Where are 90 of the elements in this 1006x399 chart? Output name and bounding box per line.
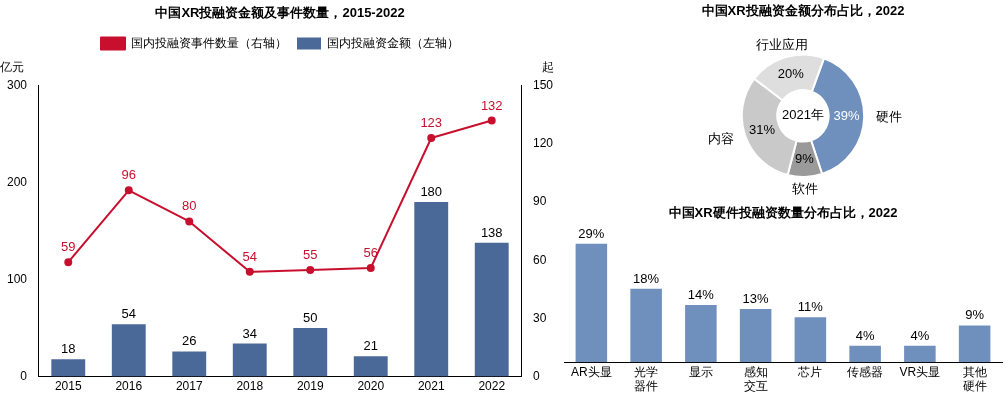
x-tick-label: VR头显	[899, 364, 941, 379]
data-label: 50	[303, 310, 318, 326]
data-label: 18%	[633, 270, 660, 286]
data-label: 20%	[777, 65, 805, 81]
data-label: 4%	[855, 327, 875, 343]
point	[366, 263, 375, 272]
y-axis-title: 亿元	[0, 59, 24, 74]
x-tick-label: 光学器件	[634, 364, 659, 394]
bar	[630, 288, 662, 363]
data-label: 39%	[833, 108, 860, 124]
slice-label: 内容	[707, 131, 734, 147]
text: 2021年	[782, 107, 824, 123]
point	[427, 133, 436, 142]
x-tick-label: 2019	[296, 379, 324, 394]
y-tick-label: 0	[20, 368, 28, 383]
x-tick-label: 2016	[115, 379, 143, 394]
x-tick-label: 2017	[175, 379, 203, 394]
y2-tick-label: 120	[532, 136, 554, 151]
point	[306, 265, 315, 274]
x-tick-label: 2021	[417, 379, 445, 394]
data-label: 59	[61, 239, 76, 255]
data-label: 9%	[965, 307, 985, 323]
data-label: 11%	[797, 299, 824, 315]
bar	[293, 328, 328, 377]
bar	[575, 243, 608, 363]
y2-tick-label: 60	[532, 252, 547, 267]
y2-axis-title: 起	[542, 59, 554, 74]
y2-tick-label: 150	[532, 77, 554, 92]
bar	[685, 304, 717, 363]
bar	[51, 359, 86, 377]
point	[185, 217, 194, 226]
x-tick-label: 传感器	[847, 364, 884, 379]
data-label: 29%	[578, 225, 605, 241]
slice-label: 软件	[792, 180, 819, 196]
point	[245, 267, 254, 276]
bar	[904, 345, 936, 363]
bar	[414, 202, 449, 377]
x-tick-label: 2022	[478, 379, 506, 394]
y-tick-label: 100	[6, 271, 28, 286]
data-label: 138	[480, 224, 503, 240]
legend-label: 国内投融资事件数量（右轴）	[131, 35, 287, 50]
data-label: 14%	[687, 287, 715, 303]
y2-tick-label: 90	[532, 194, 547, 209]
data-label: 21	[363, 338, 378, 354]
data-label: 26	[182, 333, 197, 349]
y2-tick-label: 30	[532, 310, 547, 325]
bar	[172, 351, 207, 377]
bar	[111, 324, 146, 377]
y2-tick-label: 0	[532, 368, 540, 383]
slice-label: 行业应用	[756, 37, 809, 53]
point	[64, 258, 73, 267]
data-label: 54	[121, 306, 136, 322]
data-label: 132	[480, 97, 503, 113]
x-tick-label: 其他硬件	[962, 364, 987, 394]
data-label: 80	[182, 198, 197, 214]
bar	[353, 356, 388, 377]
bar	[958, 325, 991, 363]
data-label: 180	[420, 184, 443, 200]
x-tick-label: 2018	[236, 379, 264, 394]
data-label: 18	[61, 341, 76, 357]
point	[124, 186, 133, 195]
data-label: 54	[242, 248, 257, 264]
data-label: 13%	[742, 291, 770, 307]
bar	[232, 343, 267, 377]
x-tick-label: 感知交互	[743, 364, 768, 394]
point	[487, 116, 496, 125]
y-tick-label: 300	[6, 77, 28, 92]
data-label: 31%	[748, 121, 776, 137]
bar	[849, 345, 881, 363]
data-label: 4%	[910, 327, 930, 343]
data-label: 34	[242, 325, 257, 341]
data-label: 55	[303, 246, 318, 262]
legend-label: 国内投融资金额（左轴）	[327, 35, 459, 50]
data-label: 56	[363, 245, 378, 261]
chart-title: 中国XR投融资金额分布占比，2022	[701, 3, 905, 19]
bar	[794, 317, 827, 363]
y-tick-label: 200	[6, 174, 28, 189]
bar	[739, 309, 772, 363]
data-label: 96	[121, 167, 136, 183]
chart-title: 中国XR投融资金额及事件数量，2015-2022	[155, 5, 405, 21]
slice-label: 硬件	[876, 108, 903, 124]
x-tick-label: 2020	[357, 379, 385, 394]
bar	[474, 242, 509, 377]
x-tick-label: 芯片	[797, 364, 823, 379]
data-label: 9%	[794, 150, 815, 166]
x-tick-label: 2015	[54, 379, 82, 394]
chart-title: 中国XR硬件投融资数量分布占比，2022	[668, 205, 898, 221]
data-label: 123	[420, 115, 443, 131]
x-tick-label: AR头显	[571, 364, 612, 379]
x-tick-label: 显示	[688, 364, 713, 379]
